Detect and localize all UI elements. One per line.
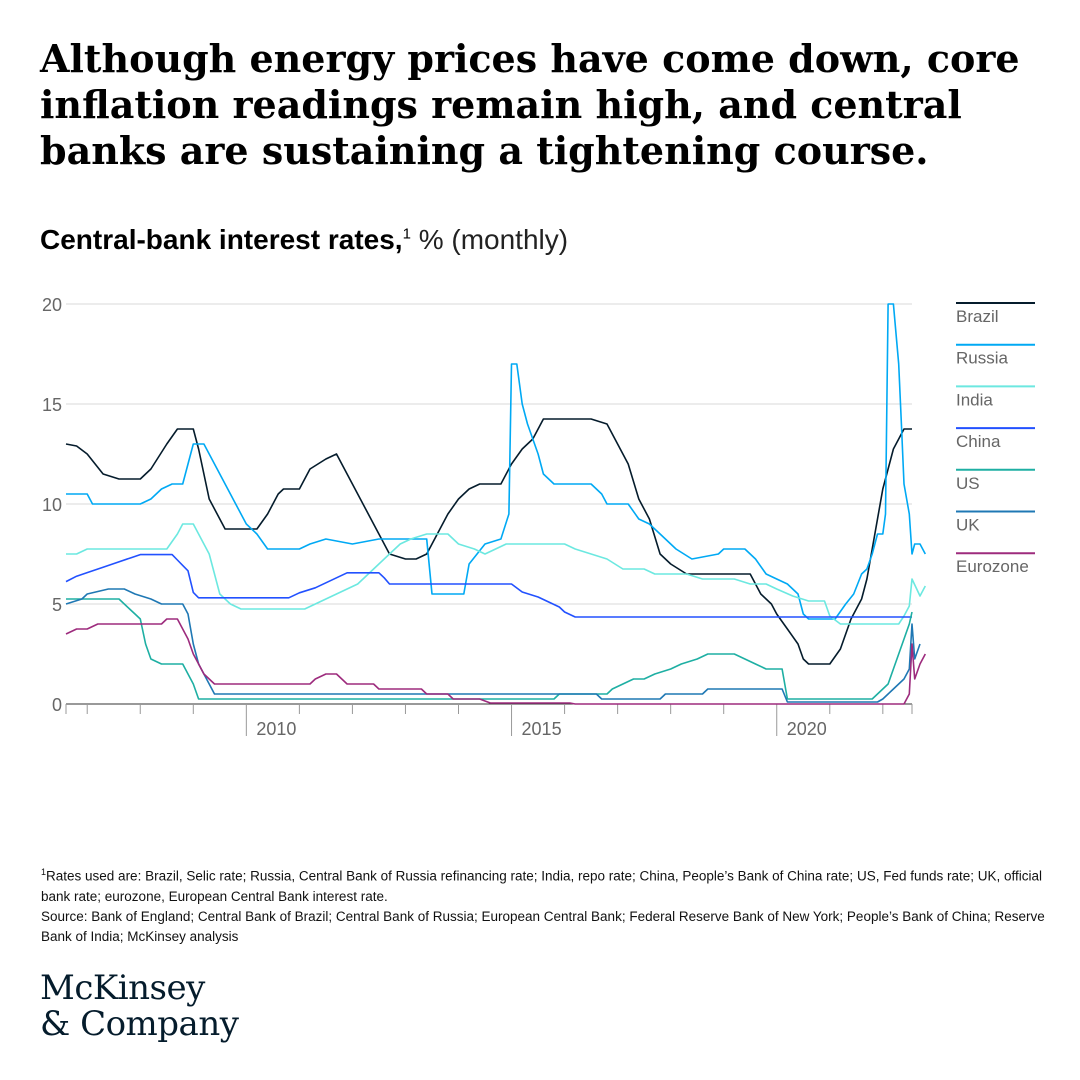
- footnote-rates: 1Rates used are: Brazil, Selic rate; Rus…: [38, 862, 1048, 907]
- axes: 0 5 10 15 20 2010 2015 2020: [42, 295, 913, 739]
- footnote-marker: 1: [41, 867, 47, 877]
- legend-label: US: [956, 474, 980, 493]
- legend-label: Russia: [956, 349, 1009, 368]
- x-tick-label: 2010: [256, 719, 296, 739]
- x-tick-label: 2015: [522, 719, 562, 739]
- y-tick-label: 0: [52, 695, 62, 715]
- y-tick-label: 10: [42, 495, 62, 515]
- series-lines: [65, 303, 927, 705]
- series-line-india: [66, 523, 927, 625]
- legend-label: China: [956, 432, 1001, 451]
- legend: Brazil Russia India China US UK Eurozone: [956, 302, 1035, 576]
- headline: Although energy prices have come down, c…: [40, 36, 1020, 173]
- series-line-us: [66, 598, 913, 700]
- y-tick-label: 20: [42, 295, 62, 315]
- chart-title-footnote-marker: 1: [402, 225, 411, 243]
- series-line-brazil: [65, 418, 912, 665]
- footnote-source: Source: Bank of England; Central Bank of…: [41, 908, 1045, 944]
- logo-line-1: McKinsey: [40, 968, 205, 1008]
- chart-title: Central-bank interest rates,1 % (monthly…: [40, 220, 940, 260]
- legend-label: UK: [956, 516, 980, 535]
- series-line-eurozone: [65, 618, 927, 705]
- logo-line-2: & Company: [40, 1004, 239, 1044]
- series-line-russia: [66, 303, 927, 620]
- legend-label: Eurozone: [956, 557, 1029, 576]
- legend-label: Brazil: [956, 307, 999, 326]
- footnote-rates-text: Rates used are: Brazil, Selic rate; Russ…: [41, 868, 1043, 904]
- legend-label: India: [956, 390, 993, 409]
- footnotes: 1Rates used are: Brazil, Selic rate; Rus…: [38, 862, 1048, 947]
- series-line-uk: [65, 588, 921, 703]
- x-tick-label: 2020: [787, 719, 827, 739]
- y-tick-label: 5: [52, 595, 62, 615]
- chart-title-units: % (monthly): [410, 224, 569, 255]
- chart-title-main: Central-bank interest rates,: [40, 224, 403, 255]
- y-tick-label: 15: [42, 395, 62, 415]
- series-line-china: [65, 553, 912, 618]
- gridlines: [66, 303, 912, 605]
- mckinsey-logo: McKinsey & Company: [40, 968, 239, 1044]
